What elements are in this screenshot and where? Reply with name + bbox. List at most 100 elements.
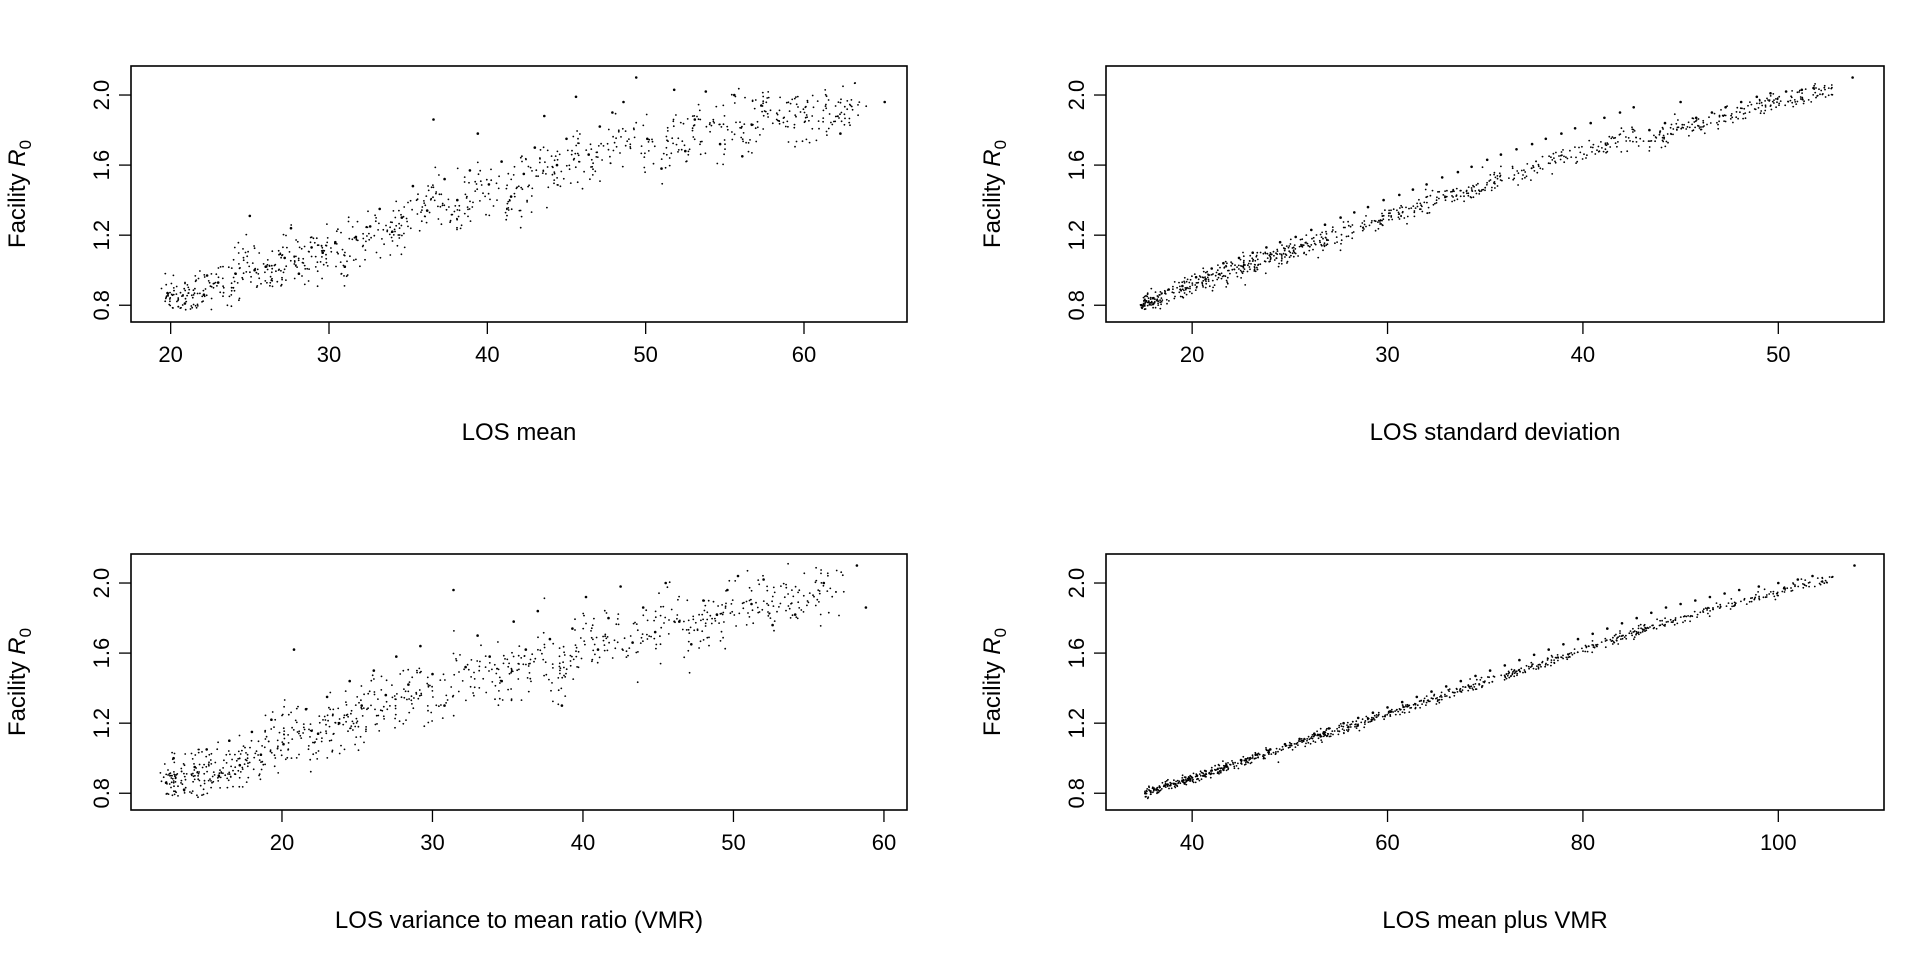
data-point	[499, 682, 501, 684]
data-point	[1311, 734, 1314, 736]
data-point	[574, 618, 576, 621]
data-point	[1729, 118, 1732, 120]
data-point	[1400, 214, 1402, 217]
data-point	[1703, 125, 1705, 127]
data-point	[1591, 644, 1594, 646]
data-point	[1776, 97, 1779, 100]
data-point	[438, 705, 440, 708]
data-point	[722, 636, 724, 639]
data-point	[370, 236, 372, 239]
data-point	[802, 611, 805, 613]
data-point	[1280, 254, 1283, 256]
data-point	[1531, 663, 1534, 666]
data-point	[1141, 304, 1144, 307]
data-point	[479, 200, 481, 202]
data-point	[570, 153, 573, 156]
data-point	[244, 251, 247, 254]
data-point	[1696, 616, 1698, 618]
data-point	[799, 111, 802, 113]
data-point	[1293, 244, 1296, 247]
data-point	[1275, 252, 1277, 255]
data-point	[1237, 767, 1240, 770]
data-point	[1242, 255, 1245, 258]
data-point	[1437, 191, 1439, 193]
data-point	[1145, 795, 1147, 798]
data-point	[1254, 259, 1257, 262]
data-point	[849, 124, 851, 127]
data-point	[375, 251, 378, 254]
data-point	[1792, 582, 1794, 584]
data-point	[365, 728, 367, 731]
data-point	[696, 115, 698, 118]
x-tick-label: 20	[270, 830, 294, 855]
data-point	[197, 778, 200, 781]
data-point	[773, 620, 776, 622]
data-point	[647, 150, 650, 152]
data-point	[1537, 663, 1540, 666]
data-point	[581, 187, 584, 190]
data-point	[398, 209, 400, 212]
data-point	[463, 668, 465, 671]
data-point	[183, 772, 185, 775]
data-point	[702, 618, 704, 621]
data-point	[455, 658, 457, 660]
data-point	[418, 694, 421, 697]
data-point	[1325, 244, 1328, 247]
data-point	[281, 254, 283, 257]
data-point	[505, 187, 508, 190]
data-point	[640, 145, 643, 148]
data-point	[1248, 266, 1251, 268]
data-point	[218, 772, 221, 775]
data-point	[527, 665, 530, 667]
data-point	[1803, 100, 1805, 103]
data-point	[1445, 695, 1448, 697]
data-point	[591, 660, 593, 663]
data-point	[1772, 590, 1775, 593]
data-point	[217, 267, 220, 269]
data-point	[309, 723, 312, 725]
data-point	[212, 771, 215, 773]
data-point	[718, 622, 720, 624]
data-point	[661, 182, 664, 185]
data-point	[1537, 667, 1540, 670]
data-point	[1824, 88, 1826, 91]
data-point	[1587, 645, 1590, 647]
data-point	[1253, 270, 1256, 272]
data-point	[1622, 130, 1625, 133]
data-point	[1401, 210, 1404, 213]
data-point	[626, 140, 629, 143]
data-point	[648, 635, 651, 637]
data-point	[683, 144, 686, 147]
data-point	[1365, 715, 1368, 718]
data-point	[194, 275, 197, 277]
data-point	[1178, 281, 1180, 284]
data-point	[1796, 100, 1799, 103]
data-point	[1305, 742, 1307, 745]
data-point	[834, 105, 837, 107]
data-point	[1225, 286, 1228, 288]
data-point	[1363, 726, 1366, 729]
data-point	[316, 285, 319, 288]
data-point	[1620, 622, 1624, 625]
data-point	[666, 586, 669, 589]
data-point	[1394, 713, 1397, 716]
data-point	[1308, 245, 1311, 248]
data-point	[222, 772, 224, 775]
data-point	[646, 619, 649, 622]
data-point	[1263, 754, 1266, 757]
data-point	[603, 649, 606, 652]
data-point	[1425, 704, 1427, 706]
data-point	[172, 287, 175, 289]
data-point	[365, 730, 367, 733]
data-point	[719, 123, 721, 126]
data-point	[842, 590, 845, 593]
data-point	[1573, 652, 1576, 655]
data-point	[1570, 156, 1573, 159]
data-point	[1474, 683, 1477, 685]
data-point	[1739, 100, 1743, 104]
data-point	[464, 665, 467, 669]
data-point	[1370, 221, 1373, 224]
data-point	[411, 184, 415, 188]
data-point	[1612, 636, 1614, 639]
